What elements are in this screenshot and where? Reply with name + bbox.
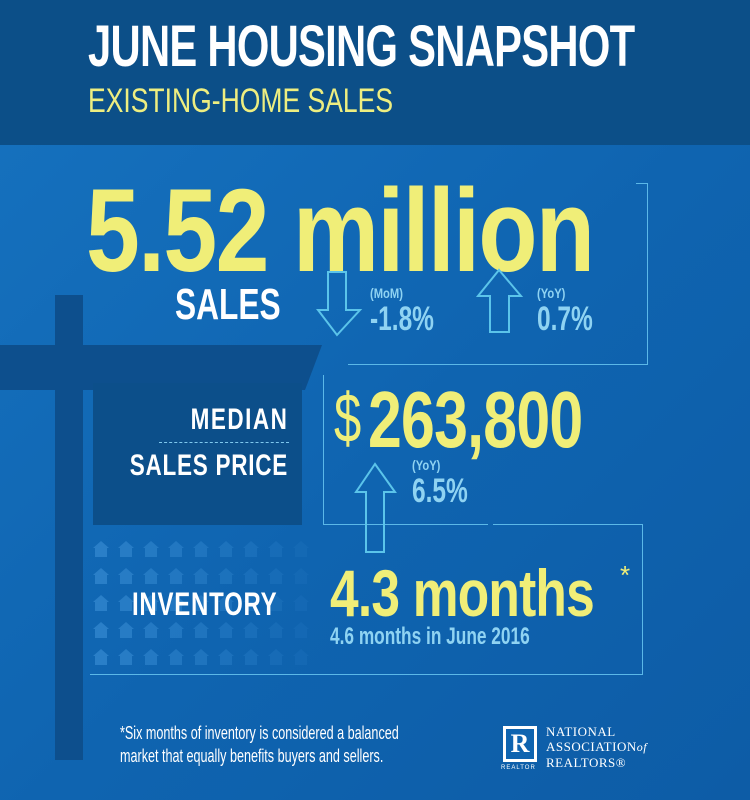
house-icon <box>242 540 260 558</box>
house-icon <box>242 594 260 612</box>
label-divider <box>159 442 289 443</box>
house-icon <box>217 594 235 612</box>
house-icon <box>117 648 135 666</box>
frame-line <box>348 364 648 365</box>
arrow-up-icon <box>354 462 397 553</box>
nar-wordmark: NATIONAL ASSOCIATIONof REALTORS® <box>546 724 648 770</box>
price-value: 263,800 <box>368 375 583 464</box>
realtor-logo-icon: R <box>503 726 537 762</box>
house-icon <box>267 648 285 666</box>
house-icon <box>267 540 285 558</box>
house-icon <box>167 648 185 666</box>
house-icon <box>192 621 210 639</box>
house-icon <box>292 648 310 666</box>
page-title: JUNE HOUSING SNAPSHOT <box>88 14 635 79</box>
header-band: JUNE HOUSING SNAPSHOT EXISTING-HOME SALE… <box>0 0 750 145</box>
house-icon <box>217 540 235 558</box>
house-icon <box>192 540 210 558</box>
house-icon <box>192 648 210 666</box>
house-icon <box>92 540 110 558</box>
house-icon <box>167 567 185 585</box>
house-icon <box>92 594 110 612</box>
page-subtitle: EXISTING-HOME SALES <box>88 82 394 120</box>
house-icon <box>167 621 185 639</box>
house-icon <box>142 648 160 666</box>
house-icon <box>192 567 210 585</box>
median-price-label-box: MEDIAN SALES PRICE <box>93 383 302 525</box>
house-icon <box>217 621 235 639</box>
frame-line <box>636 183 648 184</box>
sales-mom-period: (MoM) <box>370 285 403 301</box>
house-icon <box>217 648 235 666</box>
house-icon <box>217 567 235 585</box>
house-icon <box>267 567 285 585</box>
median-label-line1: MEDIAN <box>190 403 288 436</box>
house-icon <box>242 621 260 639</box>
house-icon <box>142 594 160 612</box>
house-icon <box>292 540 310 558</box>
house-icon <box>117 567 135 585</box>
house-icon <box>92 621 110 639</box>
house-icon <box>292 567 310 585</box>
house-icon <box>242 648 260 666</box>
footnote-line1: *Six months of inventory is considered a… <box>120 723 399 743</box>
house-icon <box>267 594 285 612</box>
price-yoy-period: (YoY) <box>412 457 441 473</box>
house-icon <box>117 540 135 558</box>
median-label-line2: SALES PRICE <box>129 449 288 482</box>
house-icon <box>167 594 185 612</box>
frame-line <box>323 375 324 525</box>
house-icon <box>142 621 160 639</box>
footnote-line2: market that equally benefits buyers and … <box>120 746 384 766</box>
house-icon <box>92 567 110 585</box>
house-icon <box>167 540 185 558</box>
sales-mom-change: -1.8% <box>370 300 434 338</box>
house-icon <box>292 594 310 612</box>
frame-line <box>323 524 488 525</box>
house-icon <box>292 621 310 639</box>
inventory-asterisk: * <box>620 560 631 590</box>
signpost-arm <box>0 345 322 390</box>
inventory-value: 4.3 months <box>330 556 595 630</box>
frame-line <box>642 524 643 675</box>
arrow-down-icon <box>316 271 363 337</box>
sales-yoy-change: 0.7% <box>537 300 593 338</box>
house-icon <box>92 648 110 666</box>
sales-value: 5.52 million <box>86 165 595 297</box>
sales-label: SALES <box>175 280 281 329</box>
house-icon <box>142 540 160 558</box>
frame-line <box>647 183 648 365</box>
frame-line <box>493 524 643 525</box>
house-icon <box>192 594 210 612</box>
inventory-label: INVENTORY <box>132 586 278 622</box>
arrow-up-icon <box>476 268 524 333</box>
realtor-logo-caption: REALTOR <box>501 765 536 771</box>
house-icon <box>117 594 135 612</box>
house-icon <box>117 621 135 639</box>
footnote: *Six months of inventory is considered a… <box>120 722 399 768</box>
house-icon <box>142 567 160 585</box>
house-icon <box>267 621 285 639</box>
inventory-comparison: 4.6 months in June 2016 <box>330 623 530 650</box>
price-currency: $ <box>334 379 362 457</box>
house-icon <box>242 567 260 585</box>
frame-line <box>90 674 643 675</box>
price-yoy-change: 6.5% <box>412 472 468 510</box>
sales-yoy-period: (YoY) <box>537 285 566 301</box>
